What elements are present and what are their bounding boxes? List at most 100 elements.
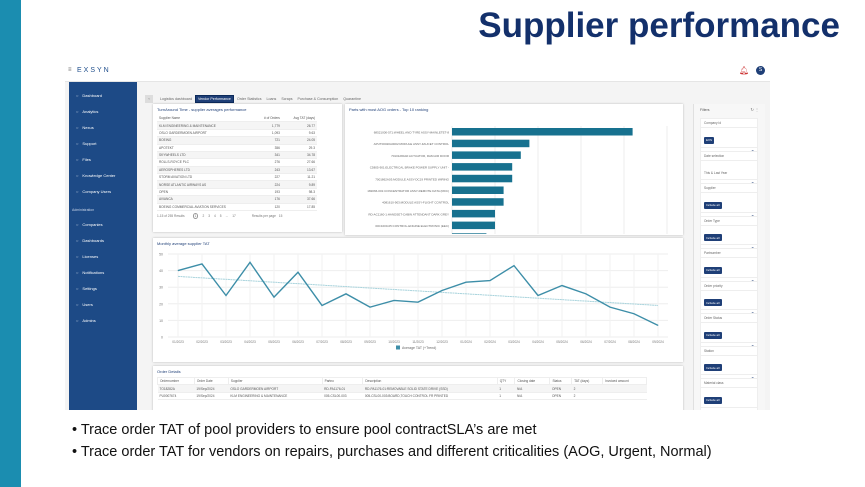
sidebar-item-support[interactable]: ○ Support [69, 138, 137, 150]
filter-chip[interactable]: Include all [704, 364, 722, 371]
column-header[interactable]: Invoiced amount [602, 376, 647, 386]
filter-chip[interactable]: Include all [704, 201, 722, 209]
y-tick-label: 0 [161, 336, 163, 340]
filter-label[interactable]: Order priority [701, 282, 757, 291]
table-row[interactable]: TO18282A 19/Sep/2024 OSLO GARDERMOEN AIRPO… [157, 384, 647, 393]
filter-label[interactable]: Station [701, 347, 757, 356]
column-header[interactable]: Closing date [514, 376, 551, 386]
table-row[interactable]: BOEING COMMERCIAL AVIATION SERVICES 120 17… [157, 203, 317, 211]
page-button[interactable]: 17 [232, 213, 236, 218]
eye-icon[interactable]: ◉ [701, 406, 757, 410]
sidebar-item-label: Company Users [82, 189, 112, 194]
back-button[interactable]: ‹ [145, 95, 153, 103]
table-row[interactable]: OPEN 193 98.3 [157, 188, 317, 197]
data-point [537, 295, 539, 296]
table-row[interactable]: ROLLS-ROYCE PLC 276 27.66 [157, 158, 317, 167]
table-row[interactable]: STORM AVIATION LTD 227 11.21 [157, 173, 317, 182]
tab-purchase-consumption[interactable]: Purchase & Consumption [297, 97, 339, 101]
tab-vendor-performance[interactable]: Vendor Performance [194, 95, 234, 103]
dashboard-screenshot: ≡ EXSYN 🔔︎ S ○ Dashboard ○ Analytics ○ Nexus ○… [65, 60, 770, 410]
filter-chip[interactable]: Include all [704, 299, 722, 306]
filter-label[interactable]: Partnumber [701, 249, 757, 258]
table-cell: 34.78 [281, 151, 317, 160]
column-header[interactable]: Status [549, 376, 573, 386]
sidebar-item-analytics[interactable]: ○ Analytics [69, 106, 137, 118]
filter-label[interactable]: Order Status [701, 314, 757, 323]
x-tick-label: 09/2023 [364, 340, 376, 344]
page-button[interactable]: 5 [219, 213, 222, 218]
admin-icon: ○ [76, 318, 79, 323]
column-header[interactable]: QTY [496, 376, 516, 386]
y-category-label: C5805-901:ELECTRICAL BRAKE POWER SUPPLY … [370, 166, 449, 170]
filter-label[interactable]: Supplier [701, 184, 757, 193]
column-header[interactable]: TAT (days) [571, 376, 604, 386]
page-button[interactable]: ... [225, 213, 229, 218]
column-header[interactable]: Order Date [193, 376, 229, 386]
filter-value[interactable]: This & Last Year [704, 170, 728, 175]
sidebar-item-nexus[interactable]: ○ Nexus [69, 122, 137, 134]
x-tick-label: 08/2024 [628, 340, 640, 344]
sidebar-item-company-users[interactable]: ○ Company Users [69, 186, 137, 198]
sidebar-item-settings[interactable]: ○ Settings [69, 283, 137, 295]
filter-label[interactable]: Order Type [701, 217, 757, 226]
users-icon: ○ [76, 189, 79, 194]
filter-chip[interactable]: Include all [704, 266, 722, 274]
table-row[interactable]: PU0007674 19/Sep/2024 KLM ENGINEERING & MA… [157, 392, 647, 401]
sidebar-item-knowledge-center[interactable]: ○ Knowledge Center [69, 170, 137, 182]
filter-chip[interactable]: Include all [704, 331, 722, 339]
menu-icon[interactable]: ≡ [68, 67, 72, 73]
table-row[interactable]: AVIANCA 176 37.66 [157, 195, 317, 204]
table-row[interactable]: SKYWHEELS LTD 341 34.78 [157, 151, 317, 160]
y-tick-label: 20 [159, 302, 163, 306]
table-cell: BOEING [157, 136, 255, 145]
table-row[interactable]: OSLO GARDERMOEN AIRPORT 1,093 9.63 [157, 129, 317, 138]
table-row[interactable]: AEROSPHERES LTD 243 13.67 [157, 166, 317, 175]
table-row[interactable]: NORSE ATLANTIC AIRWAYS AS 224 9.89 [157, 180, 317, 189]
table-row[interactable]: APOTEKT 356 29.3 [157, 144, 317, 152]
bell-icon[interactable]: 🔔︎ [739, 66, 750, 75]
column-header[interactable]: Avg TAT (days) [281, 115, 317, 123]
tab-logistics-dashboard[interactable]: Logistics dashboard [160, 97, 192, 101]
sidebar-item-notifications[interactable]: ○ Notifications [69, 267, 137, 279]
gear-icon: ○ [76, 286, 79, 291]
filter-label[interactable]: Material class [701, 379, 757, 388]
sidebar-item-admins[interactable]: ○ Admins [69, 315, 137, 327]
page-button[interactable]: 4 [214, 213, 216, 218]
filter-chip[interactable]: EXS [704, 136, 715, 144]
page-button[interactable]: 3 [208, 213, 210, 218]
eye-icon[interactable]: ◉ [701, 178, 757, 186]
per-page-select[interactable]: 15 [278, 213, 283, 218]
sidebar-item-dashboards[interactable]: ○ Dashboards [69, 235, 137, 247]
page-button[interactable]: 1 [192, 212, 199, 219]
logo: EXSYN [77, 67, 111, 74]
table-row[interactable]: BOEING 721 24.05 [157, 136, 317, 145]
filter-label[interactable]: Date selection [701, 152, 757, 161]
filter-label[interactable]: Company id [701, 119, 757, 128]
tab-quarantine[interactable]: Quarantine [343, 97, 362, 101]
table-row[interactable]: KLM ENGINEERING & MAINTENANCE 1,779 26.77 [157, 121, 317, 130]
column-header[interactable]: # of Orders [254, 115, 282, 123]
filter-chip[interactable]: Include all [704, 396, 722, 404]
x-tick-label: 01/2024 [460, 340, 472, 344]
avatar[interactable]: S [756, 66, 765, 75]
admin-header: Administration [72, 208, 95, 212]
column-header[interactable]: Partno [321, 376, 364, 386]
sidebar-item-licenses[interactable]: ○ Licenses [69, 251, 137, 263]
bar [452, 221, 495, 230]
column-header[interactable]: Supplier [227, 376, 323, 386]
sidebar-item-dashboard[interactable]: ○ Dashboard [69, 90, 137, 102]
column-header[interactable]: Description [362, 376, 498, 386]
tab-scraps[interactable]: Scraps [281, 97, 293, 101]
column-header[interactable]: Supplier Name [157, 115, 255, 123]
tat-table: Supplier Name # of Orders Avg TAT (days) KL… [157, 115, 317, 211]
tab-loans[interactable]: Loans [266, 97, 277, 101]
column-header[interactable]: Ordernumber [157, 376, 195, 386]
tab-order-statistics[interactable]: Order Statistics [236, 97, 262, 101]
data-point [465, 281, 467, 283]
sidebar-item-users[interactable]: ○ Users [69, 299, 137, 311]
filter-chip[interactable]: Include all [704, 234, 722, 241]
sidebar-item-companies[interactable]: ○ Companies [69, 219, 137, 231]
sidebar-item-files[interactable]: ○ Files [69, 154, 137, 166]
reset-icon[interactable]: ↻ ⋮ [750, 107, 759, 112]
page-button[interactable]: 2 [202, 213, 205, 218]
